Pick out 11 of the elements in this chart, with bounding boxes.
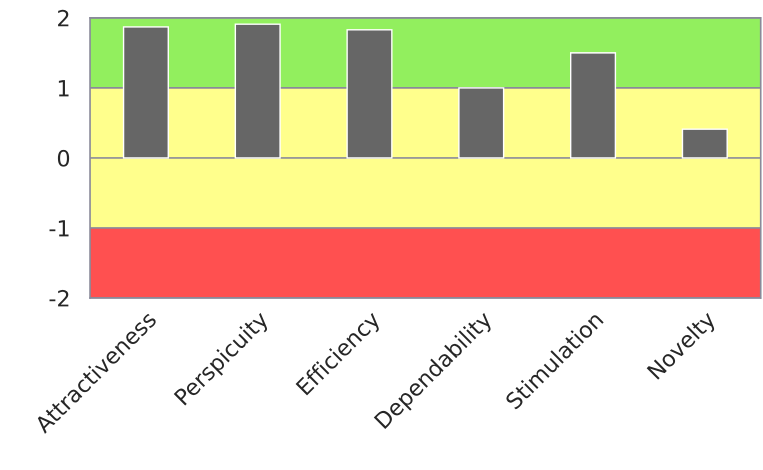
y-tick-label: -1 [50,220,69,236]
bar [570,52,616,159]
y-tick-label: -2 [50,290,68,306]
bar [234,23,281,159]
bar [458,87,504,159]
y-tick-label: 2 [58,10,68,26]
bar [682,128,728,159]
y-tick-label: 0 [58,150,70,167]
bar [122,26,169,159]
y-tick-label: 1 [58,80,69,96]
bar [346,29,393,159]
